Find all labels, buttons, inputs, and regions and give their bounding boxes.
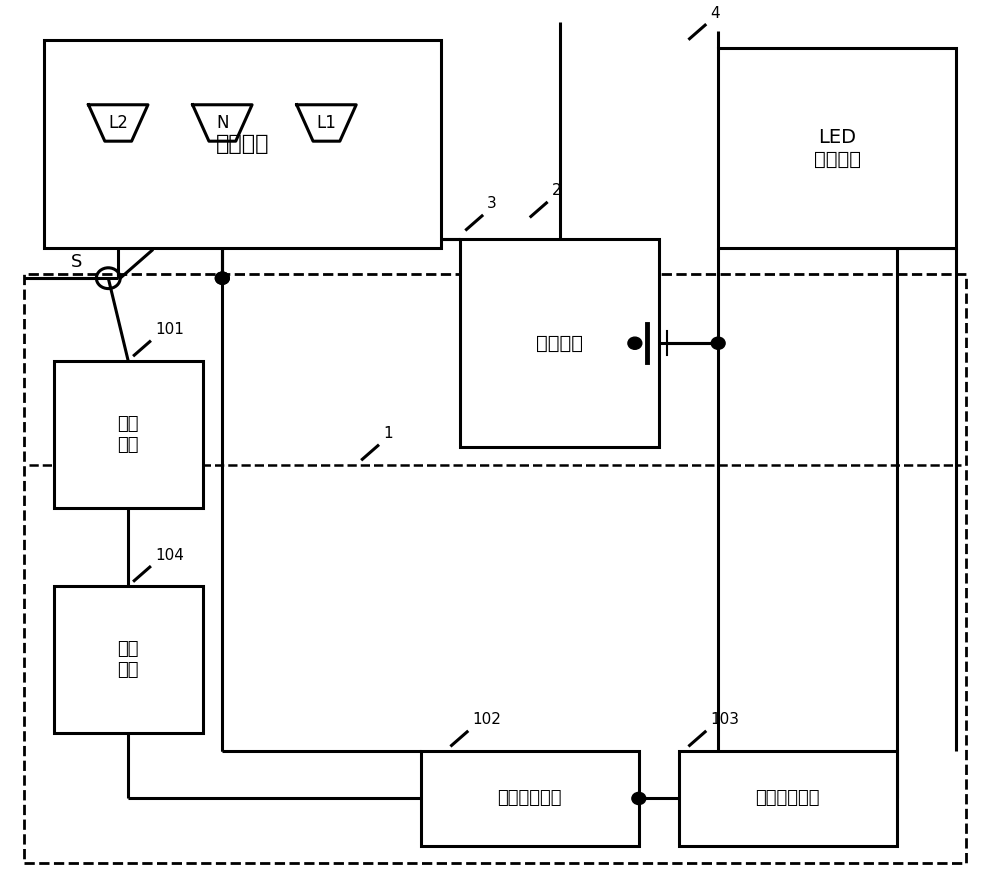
Text: 1: 1 — [383, 427, 393, 442]
Bar — [460, 239, 659, 447]
Text: L1: L1 — [317, 114, 336, 132]
Text: S: S — [71, 253, 82, 271]
Bar — [421, 750, 639, 846]
Bar — [679, 750, 897, 846]
Bar — [54, 360, 203, 508]
Text: 101: 101 — [155, 322, 184, 337]
Bar — [718, 49, 956, 248]
Text: L2: L2 — [108, 114, 128, 132]
Text: 交流電網: 交流電網 — [215, 134, 269, 154]
Text: 103: 103 — [710, 712, 739, 727]
Circle shape — [628, 337, 642, 350]
Polygon shape — [193, 104, 252, 142]
Text: 降壓
模塊: 降壓 模塊 — [117, 641, 139, 679]
Text: 4: 4 — [710, 5, 720, 20]
Text: 電源電路: 電源電路 — [536, 334, 583, 353]
Circle shape — [215, 272, 229, 284]
Circle shape — [215, 272, 229, 284]
Circle shape — [632, 792, 646, 804]
Text: 2: 2 — [552, 183, 561, 198]
Text: 回路開關模塊: 回路開關模塊 — [755, 789, 820, 807]
Text: N: N — [216, 114, 229, 132]
Bar — [24, 273, 966, 864]
Text: 回路控制模塊: 回路控制模塊 — [498, 789, 562, 807]
Text: 104: 104 — [155, 548, 184, 563]
Polygon shape — [297, 104, 356, 142]
Circle shape — [711, 337, 725, 350]
Text: 102: 102 — [472, 712, 501, 727]
Polygon shape — [88, 104, 148, 142]
Text: LED
照明負載: LED 照明負載 — [814, 127, 861, 169]
Bar — [44, 40, 441, 248]
Text: 整流
器件: 整流 器件 — [117, 415, 139, 454]
Text: 3: 3 — [487, 196, 497, 212]
Bar — [54, 586, 203, 734]
